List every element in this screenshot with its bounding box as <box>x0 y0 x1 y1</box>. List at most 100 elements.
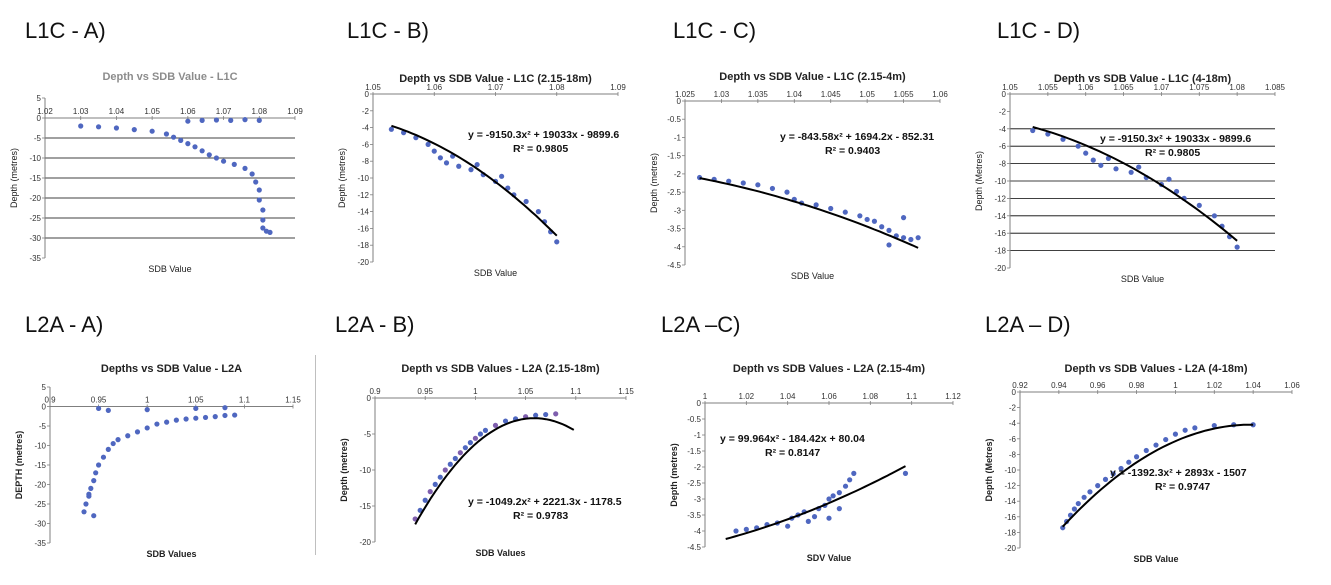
chart-title: Depth vs SDB Value - L1C (2.15-4m) <box>719 71 906 83</box>
data-point <box>115 437 121 443</box>
data-point <box>220 158 227 164</box>
trend-equation: y = -1392.3x² + 2893x - 1507 <box>1110 467 1247 479</box>
panel-label-l1c-d: L1C - D) <box>997 18 1081 43</box>
data-point <box>105 407 111 413</box>
x-tick-label: 0.9 <box>369 387 381 396</box>
y-tick-label: -5 <box>39 422 47 431</box>
x-tick-label: 1.15 <box>285 396 301 405</box>
x-tick-label: 1.025 <box>675 90 696 99</box>
data-point <box>427 489 433 495</box>
data-point <box>212 414 218 420</box>
r-squared: R² = 0.8147 <box>765 447 820 459</box>
data-point <box>149 128 155 134</box>
data-point <box>830 493 836 499</box>
data-point <box>242 117 248 123</box>
y-tick-label: -10 <box>994 177 1006 186</box>
trend-equation: y = -1049.2x² + 2221.3x - 1178.5 <box>468 496 622 508</box>
y-axis-title: Depth (metres) <box>669 443 679 507</box>
data-point <box>1110 471 1116 477</box>
chart-l2a-b: Depth vs SDB Values - L2A (2.15-18m) 0 -5 -… <box>339 363 634 558</box>
y-tick-label: -4 <box>1009 419 1017 428</box>
y-tick-label: -30 <box>34 520 46 529</box>
data-point <box>202 414 209 421</box>
data-point <box>222 405 228 411</box>
y-tick-label: -12 <box>994 194 1006 203</box>
data-point <box>95 124 102 130</box>
trend-equation: y = -843.58x² + 1694.2x - 852.31 <box>780 131 934 143</box>
y-tick-label: -3.5 <box>667 225 681 234</box>
data-point <box>1095 483 1101 489</box>
data-point <box>242 165 248 171</box>
data-point <box>457 450 463 456</box>
x-tick-label: 1.06 <box>1078 83 1094 92</box>
x-tick-label: 1.1 <box>570 387 582 396</box>
panel-label-l2a-b: L2A - B) <box>335 312 415 337</box>
data-point <box>1211 213 1218 219</box>
data-point <box>743 526 749 532</box>
y-tick-label: -35 <box>34 539 46 548</box>
y-tick-label: -18 <box>357 241 369 250</box>
chart-title: Depth vs SDB Values - L2A (2.15-4m) <box>733 363 925 375</box>
data-point <box>499 173 505 179</box>
y-tick-label: -1.5 <box>667 152 681 161</box>
data-point <box>740 180 746 186</box>
y-axis-title: Depth (metres) <box>649 153 659 213</box>
data-point <box>864 216 870 223</box>
y-tick-label: -1 <box>674 133 682 142</box>
data-point <box>847 477 853 483</box>
y-tick-label: -16 <box>357 224 369 233</box>
data-point <box>1250 422 1256 428</box>
x-tick-label: 1.05 <box>144 107 160 116</box>
y-tick-label: 0 <box>677 97 682 106</box>
trend-line <box>1061 423 1254 528</box>
x-tick-label: 1.1 <box>239 396 251 405</box>
data-point <box>96 405 102 412</box>
y-axis-title: Depth (metres) <box>9 148 19 208</box>
data-point <box>1128 169 1134 175</box>
y-tick-label: -4.5 <box>667 261 681 270</box>
y-tick-label: -20 <box>359 538 371 547</box>
x-tick-label: 1.15 <box>618 387 634 396</box>
x-tick-label: 0.98 <box>1129 381 1145 390</box>
x-tick-label: 0.94 <box>1051 381 1067 390</box>
y-tick-label: -8 <box>362 157 370 166</box>
data-point <box>851 470 857 476</box>
data-point <box>1075 143 1081 149</box>
x-tick-label: 1.02 <box>1206 381 1222 390</box>
data-point <box>185 118 191 124</box>
data-point <box>192 144 198 150</box>
data-point <box>134 429 141 435</box>
data-point <box>125 433 131 439</box>
trend-line <box>725 465 906 540</box>
data-point <box>886 227 892 233</box>
data-point <box>222 412 228 419</box>
chart-l2a-a: Depths vs SDB Value - L2A 5 0 -5 -10 -15 -20 -2… <box>14 363 301 559</box>
data-point <box>249 171 255 177</box>
data-point <box>110 440 116 447</box>
y-tick-label: 5 <box>37 94 42 103</box>
data-point <box>1075 500 1081 507</box>
x-tick-label: 1.055 <box>1038 83 1059 92</box>
y-tick-label: -2 <box>674 170 682 179</box>
x-tick-label: 1.08 <box>863 392 879 401</box>
y-tick-label: -4 <box>999 125 1007 134</box>
x-tick-label: 1.06 <box>932 90 948 99</box>
y-tick-label: -2.5 <box>667 188 681 197</box>
x-tick-label: 1.08 <box>549 83 565 92</box>
y-tick-label: 0 <box>365 90 370 99</box>
x-tick-label: 1 <box>473 387 478 396</box>
y-tick-label: -3 <box>674 206 682 215</box>
y-tick-label: -0.5 <box>667 115 681 124</box>
data-point <box>828 205 834 212</box>
data-point <box>432 481 438 487</box>
x-tick-label: 1.075 <box>1189 83 1210 92</box>
data-point <box>437 474 443 480</box>
y-tick-label: -2 <box>999 107 1007 116</box>
x-tick-label: 0.95 <box>417 387 433 396</box>
y-axis-title: Depth (Metres) <box>974 151 984 211</box>
data-point <box>437 155 443 161</box>
x-tick-label: 1.05 <box>188 396 204 405</box>
data-point <box>388 126 394 132</box>
chart-title: Depth vs SDB Values - L2A (4-18m) <box>1065 363 1248 375</box>
data-point <box>267 229 273 235</box>
